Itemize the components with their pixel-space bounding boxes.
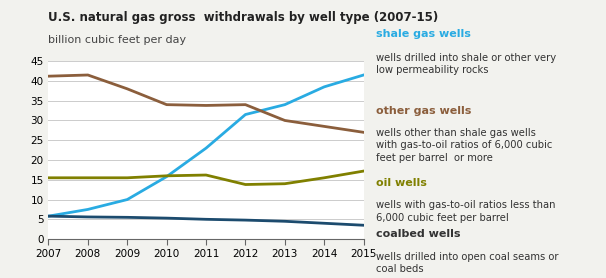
Text: wells drilled into shale or other very
low permeability rocks: wells drilled into shale or other very l…	[376, 53, 556, 75]
Text: shale gas wells: shale gas wells	[376, 29, 471, 39]
Text: wells other than shale gas wells
with gas-to-oil ratios of 6,000 cubic
feet per : wells other than shale gas wells with ga…	[376, 128, 552, 163]
Text: wells drilled into open coal seams or
coal beds: wells drilled into open coal seams or co…	[376, 252, 558, 274]
Text: wells with gas-to-oil ratios less than
6,000 cubic feet per barrel: wells with gas-to-oil ratios less than 6…	[376, 200, 555, 223]
Text: other gas wells: other gas wells	[376, 106, 471, 116]
Text: oil wells: oil wells	[376, 178, 427, 188]
Text: billion cubic feet per day: billion cubic feet per day	[48, 35, 187, 45]
Text: U.S. natural gas gross  withdrawals by well type (2007-15): U.S. natural gas gross withdrawals by we…	[48, 11, 439, 24]
Text: coalbed wells: coalbed wells	[376, 229, 460, 239]
